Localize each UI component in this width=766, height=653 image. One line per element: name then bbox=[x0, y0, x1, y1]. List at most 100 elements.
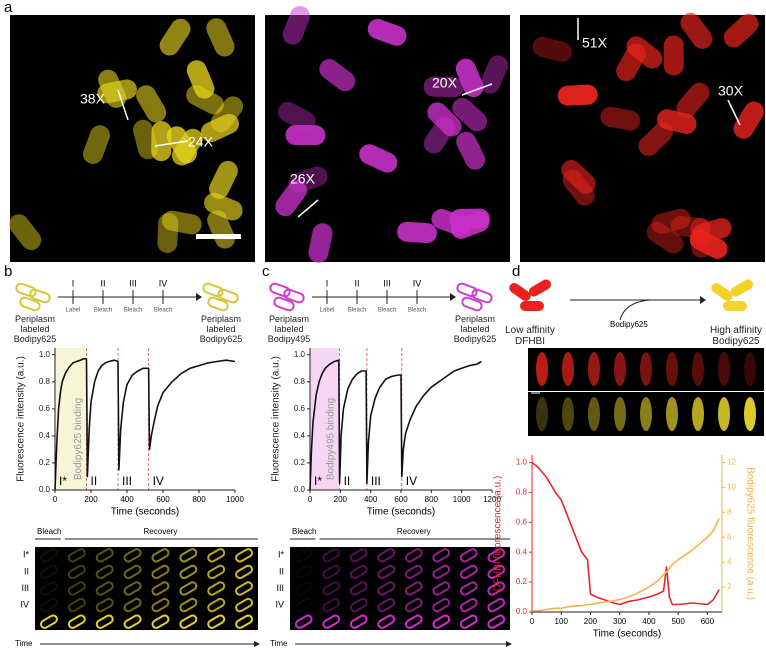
cell bbox=[663, 35, 684, 76]
pointer-line bbox=[117, 89, 129, 121]
cell bbox=[136, 85, 167, 123]
cell bbox=[487, 564, 506, 580]
cell bbox=[294, 614, 313, 629]
panel-letter: a bbox=[4, 0, 13, 16]
cell bbox=[98, 69, 127, 108]
cell bbox=[459, 581, 478, 596]
connector bbox=[619, 299, 651, 321]
x-tick-label: 600 bbox=[156, 495, 170, 504]
x-tick-label: 800 bbox=[192, 495, 206, 504]
y-axis-label: DFHBI fluorescence (a.u.) bbox=[493, 476, 504, 592]
x-tick-label: 200 bbox=[84, 495, 98, 504]
series-line bbox=[309, 359, 482, 491]
cell bbox=[67, 564, 86, 580]
cell bbox=[520, 301, 544, 311]
cell bbox=[8, 214, 42, 251]
cell bbox=[207, 564, 226, 580]
x-tick-label: 400 bbox=[120, 495, 134, 504]
cell bbox=[95, 614, 114, 629]
y-tick-label: 0.0 bbox=[39, 485, 51, 494]
cell bbox=[95, 581, 114, 596]
cell bbox=[396, 221, 437, 244]
y-tick-label: 0.8 bbox=[39, 377, 51, 386]
x-tick-label: 0 bbox=[308, 495, 313, 504]
phase-label: III bbox=[371, 474, 381, 488]
step-label: IV bbox=[413, 278, 422, 288]
cell bbox=[159, 18, 191, 56]
cell bbox=[723, 13, 759, 48]
cell bbox=[19, 296, 41, 312]
step-action: Label bbox=[320, 308, 335, 314]
y-axis-label: Fluorescence intensity (a.u.) bbox=[16, 356, 27, 482]
phase-label: III bbox=[122, 474, 132, 488]
y2-tick-label: 4 bbox=[727, 557, 732, 566]
cell bbox=[269, 282, 291, 298]
cell bbox=[157, 212, 179, 253]
cell bbox=[528, 279, 552, 297]
cell bbox=[235, 581, 254, 596]
cell bbox=[692, 352, 704, 386]
cell bbox=[680, 12, 713, 49]
row-label: IV bbox=[20, 599, 29, 609]
cell bbox=[432, 581, 451, 596]
y2-tick-label: 8 bbox=[727, 507, 732, 516]
cell bbox=[377, 581, 396, 596]
step-label: III bbox=[129, 278, 137, 288]
row-label: II bbox=[279, 566, 284, 576]
y-tick-label: 1.0 bbox=[516, 458, 528, 467]
cell bbox=[349, 564, 368, 580]
binding-window bbox=[310, 348, 339, 490]
cell bbox=[95, 597, 114, 613]
cell bbox=[744, 352, 756, 386]
cell bbox=[151, 597, 170, 613]
cell bbox=[377, 564, 396, 580]
cell bbox=[614, 397, 626, 431]
montage-header: Recovery bbox=[144, 527, 178, 536]
cell bbox=[689, 229, 728, 259]
cell bbox=[509, 282, 531, 302]
pointer-line bbox=[297, 199, 319, 218]
y2-tick-label: 6 bbox=[727, 532, 732, 541]
cell bbox=[404, 581, 423, 596]
cell bbox=[404, 564, 423, 580]
cell bbox=[651, 208, 691, 234]
cell bbox=[423, 76, 464, 98]
y-tick-label: 0.2 bbox=[39, 458, 51, 467]
x-tick-label: 0 bbox=[53, 495, 58, 504]
y-tick-label: 0.0 bbox=[516, 607, 528, 616]
cell bbox=[235, 597, 254, 613]
x-tick-label: 300 bbox=[613, 617, 627, 626]
panel-letter: d bbox=[512, 263, 520, 280]
cell bbox=[283, 288, 305, 304]
cell bbox=[179, 614, 198, 629]
cell bbox=[179, 581, 198, 596]
pointer-line bbox=[154, 140, 189, 147]
cell bbox=[452, 97, 488, 132]
cell bbox=[294, 548, 313, 563]
cell bbox=[377, 548, 396, 563]
cell bbox=[171, 128, 203, 166]
cell bbox=[600, 106, 641, 131]
cell bbox=[432, 548, 451, 563]
cell bbox=[322, 564, 341, 580]
cell bbox=[161, 210, 202, 235]
cell bbox=[692, 397, 704, 431]
cell bbox=[666, 397, 678, 431]
cell bbox=[39, 548, 58, 563]
y-axis-label: Fluorescence intensity (a.u.) bbox=[271, 356, 282, 482]
y-tick-label: 0.8 bbox=[516, 487, 528, 496]
phase-label: I* bbox=[59, 474, 67, 488]
cell bbox=[186, 85, 224, 115]
cell bbox=[217, 288, 239, 304]
cell bbox=[640, 352, 652, 386]
x-tick-label: 400 bbox=[642, 617, 656, 626]
phase-label: IV bbox=[153, 474, 164, 488]
schematic-label: Low affinity DFHBI bbox=[505, 325, 555, 347]
x-tick-label: 200 bbox=[334, 495, 348, 504]
cell bbox=[39, 581, 58, 596]
y-tick-label: 0.2 bbox=[516, 577, 528, 586]
cell bbox=[322, 548, 341, 563]
phase-label: II bbox=[91, 474, 98, 488]
